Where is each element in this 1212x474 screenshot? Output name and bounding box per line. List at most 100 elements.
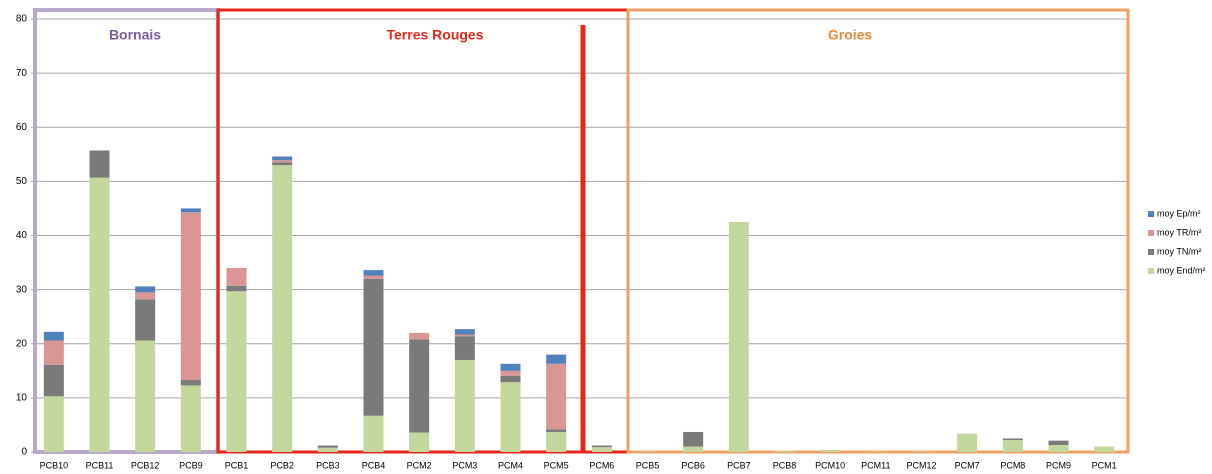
bar-segment [591, 445, 612, 448]
bar-segment [409, 339, 430, 433]
bar-segment [911, 451, 932, 452]
x-tick-label: PCB12 [131, 460, 160, 470]
bar-segment [1002, 438, 1023, 441]
x-tick-label: PCM2 [407, 460, 432, 470]
bar-segment [500, 370, 521, 376]
bar-segment [180, 385, 201, 452]
legend-label: moy End/m² [1157, 265, 1206, 275]
bar-segment [546, 354, 567, 364]
groies-box [626, 8, 1130, 454]
x-tick-label: PCB9 [179, 460, 203, 470]
bar-segment [1048, 440, 1069, 445]
bar-segment [363, 275, 384, 279]
x-tick-label: PCM11 [861, 460, 890, 470]
x-tick-label: PCB7 [727, 460, 751, 470]
bar-segment [1002, 440, 1023, 452]
bar-segment [865, 451, 886, 452]
bar-segment [957, 433, 978, 452]
y-tick-label: 50 [16, 176, 28, 187]
x-tick-label: PCM5 [544, 460, 569, 470]
bar-segment [500, 382, 521, 452]
bar-segment [454, 329, 475, 335]
bar-segment [180, 380, 201, 386]
bar-segment [500, 363, 521, 371]
bar-segment [637, 451, 658, 452]
y-tick-label: 20 [16, 338, 28, 349]
legend-swatch [1148, 268, 1154, 274]
legend-swatch [1148, 249, 1154, 255]
x-tick-label: PCM10 [815, 460, 845, 470]
x-tick-label: PCM12 [906, 460, 936, 470]
bar-segment [43, 340, 64, 365]
annotation: Terres Rouges [387, 27, 484, 43]
x-tick-label: PCB4 [362, 460, 386, 470]
bar-segment [180, 212, 201, 381]
legend-label: moy Ep/m² [1157, 208, 1201, 218]
y-tick-label: 40 [16, 230, 28, 241]
bar-segment [683, 431, 704, 447]
bar-segment [363, 278, 384, 416]
bar-segment [409, 332, 430, 340]
x-tick-label: PCB8 [773, 460, 797, 470]
x-tick-label: PCB2 [270, 460, 294, 470]
bar-segment [683, 446, 704, 452]
x-tick-label: PCB11 [86, 460, 114, 470]
x-tick-label: PCM7 [955, 460, 980, 470]
x-tick-label: PCM6 [589, 460, 614, 470]
bar-segment [272, 165, 293, 452]
x-tick-label: PCB1 [225, 460, 249, 470]
bar-segment [363, 415, 384, 452]
bar-segment [226, 267, 247, 286]
x-tick-label: PCM4 [498, 460, 523, 470]
bar-segment [89, 150, 110, 178]
bar-segment [272, 156, 293, 161]
bar-segment [774, 450, 795, 452]
bar-segment [546, 363, 567, 430]
bar-segment [226, 285, 247, 292]
x-tick-label: PCM1 [1092, 460, 1117, 470]
bar-segment [89, 177, 110, 452]
legend-label: moy TR/m² [1157, 227, 1201, 237]
bar-segment [317, 445, 338, 448]
bar-segment [135, 286, 156, 293]
y-tick-label: 30 [16, 284, 28, 295]
bar-segment [409, 432, 430, 452]
bar-segment [43, 331, 64, 341]
legend-swatch [1148, 211, 1154, 217]
bar-segment [1048, 444, 1069, 452]
x-tick-label: PCM3 [452, 460, 477, 470]
bar-segment [43, 396, 64, 452]
bar-segment [272, 160, 293, 163]
bar-segment [272, 162, 293, 166]
x-tick-label: PCB3 [316, 460, 340, 470]
x-tick-label: PCM9 [1046, 460, 1071, 470]
legend-swatch [1148, 230, 1154, 236]
bar-segment [43, 364, 64, 397]
bar-segment [180, 208, 201, 213]
bar-segment [728, 221, 749, 452]
x-tick-label: PCM8 [1000, 460, 1025, 470]
bar-segment [363, 270, 384, 276]
x-tick-label: PCB5 [636, 460, 660, 470]
bar-segment [1094, 446, 1115, 452]
y-tick-label: 80 [16, 14, 28, 25]
annotation: Bornais [109, 27, 161, 43]
bar-segment [820, 449, 841, 452]
annotation: Groies [828, 27, 873, 43]
legend-label: moy TN/m² [1157, 246, 1201, 256]
bar-segment [135, 340, 156, 452]
bar-segment [546, 431, 567, 452]
y-tick-label: 10 [16, 393, 28, 404]
bar-segment [454, 334, 475, 337]
bar-segment [454, 336, 475, 360]
bar-segment [135, 292, 156, 300]
y-tick-label: 70 [16, 68, 28, 79]
x-tick-label: PCB10 [40, 460, 69, 470]
bar-segment [226, 291, 247, 452]
bar-segment [454, 359, 475, 452]
x-tick-label: PCB6 [681, 460, 705, 470]
bar-segment [135, 299, 156, 341]
y-tick-label: 0 [21, 447, 27, 458]
bar-segment [546, 429, 567, 432]
